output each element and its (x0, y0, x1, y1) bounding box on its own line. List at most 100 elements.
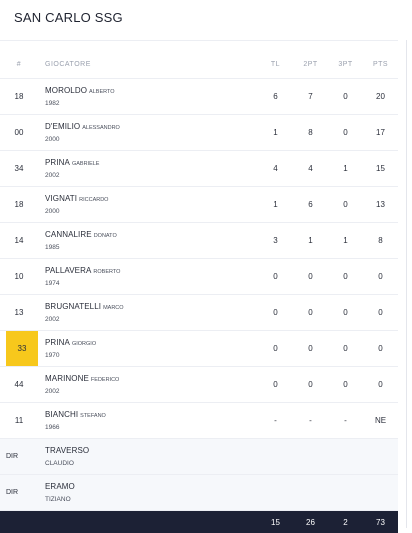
player-first-name: FEDERICO (91, 377, 119, 383)
player-first-name: GABRIELE (72, 161, 100, 167)
header-2pt: 2PT (293, 50, 328, 79)
player-pts: 20 (363, 79, 398, 115)
header-pts: PTS (363, 50, 398, 79)
player-tl: 1 (258, 115, 293, 151)
player-first-name: DONATO (94, 233, 117, 239)
player-3pt: 1 (328, 223, 363, 259)
staff-name-cell: ERAMO TIZIANO (38, 475, 258, 511)
player-last-name[interactable]: BIANCHI (45, 410, 78, 419)
player-number: 18 (0, 79, 38, 115)
total-pts: 73 (363, 511, 398, 533)
totals-spacer (0, 511, 38, 533)
player-number-highlight: 33 (6, 331, 38, 366)
header-player: Giocatore (38, 50, 258, 79)
staff-empty (293, 439, 328, 475)
player-last-name[interactable]: MARINONE (45, 374, 89, 383)
staff-name-cell: TRAVERSO CLAUDIO (38, 439, 258, 475)
player-first-name: RICCARDO (79, 197, 108, 203)
player-last-name[interactable]: D'EMILIO (45, 122, 80, 131)
player-pts: 17 (363, 115, 398, 151)
player-last-name[interactable]: MOROLDO (45, 86, 87, 95)
player-birth-year: 1966 (45, 424, 258, 431)
player-number: 10 (0, 259, 38, 295)
player-3pt: 0 (328, 187, 363, 223)
player-pts: 0 (363, 331, 398, 367)
player-birth-year: 2000 (45, 136, 258, 143)
player-pts: 0 (363, 295, 398, 331)
player-number: 44 (0, 367, 38, 403)
staff-empty (258, 439, 293, 475)
player-tl: 4 (258, 151, 293, 187)
player-3pt: 0 (328, 259, 363, 295)
player-first-name: STEFANO (80, 413, 106, 419)
player-birth-year: 1970 (45, 352, 258, 359)
player-3pt: 0 (328, 295, 363, 331)
staff-role: DIR (0, 439, 38, 475)
player-birth-year: 2002 (45, 388, 258, 395)
player-last-name[interactable]: PRINA (45, 338, 70, 347)
player-birth-year: 1982 (45, 100, 258, 107)
player-pts: 13 (363, 187, 398, 223)
player-tl: - (258, 403, 293, 439)
player-pts: 0 (363, 367, 398, 403)
player-2pt: 8 (293, 115, 328, 151)
player-number-cell: 33 (0, 331, 38, 367)
staff-row: DIR TRAVERSO CLAUDIO (0, 439, 398, 475)
player-number: 34 (0, 151, 38, 187)
total-2pt: 26 (293, 511, 328, 533)
player-3pt: - (328, 403, 363, 439)
player-2pt: 0 (293, 367, 328, 403)
player-first-name: GIORGIO (72, 341, 96, 347)
total-3pt: 2 (328, 511, 363, 533)
scrollbar-track[interactable] (406, 40, 407, 528)
table-header-row: # Giocatore TL 2PT 3PT PTS (0, 50, 398, 79)
player-2pt: 0 (293, 295, 328, 331)
player-3pt: 0 (328, 367, 363, 403)
player-2pt: 7 (293, 79, 328, 115)
player-last-name[interactable]: PALLAVERA (45, 266, 91, 275)
player-first-name: MARCO (103, 305, 123, 311)
player-first-name: ALESSANDRO (82, 125, 120, 131)
player-number: 11 (0, 403, 38, 439)
player-last-name[interactable]: BRUGNATELLI (45, 302, 101, 311)
player-last-name[interactable]: CANNALIRE (45, 230, 92, 239)
player-3pt: 0 (328, 331, 363, 367)
player-3pt: 0 (328, 115, 363, 151)
player-tl: 0 (258, 331, 293, 367)
total-tl: 15 (258, 511, 293, 533)
header-3pt: 3PT (328, 50, 363, 79)
player-pts: 8 (363, 223, 398, 259)
player-3pt: 1 (328, 151, 363, 187)
player-3pt: 0 (328, 79, 363, 115)
player-number: 00 (0, 115, 38, 151)
player-2pt: 6 (293, 187, 328, 223)
player-birth-year: 2002 (45, 172, 258, 179)
totals-spacer (38, 511, 258, 533)
player-tl: 1 (258, 187, 293, 223)
player-last-name[interactable]: VIGNATI (45, 194, 77, 203)
staff-empty (328, 439, 363, 475)
player-number: 18 (0, 187, 38, 223)
player-tl: 3 (258, 223, 293, 259)
player-last-name[interactable]: PRINA (45, 158, 70, 167)
header-number: # (0, 50, 38, 79)
staff-empty (363, 475, 398, 511)
staff-last-name: ERAMO (45, 482, 258, 491)
team-title: SAN CARLO SSG (14, 10, 123, 25)
